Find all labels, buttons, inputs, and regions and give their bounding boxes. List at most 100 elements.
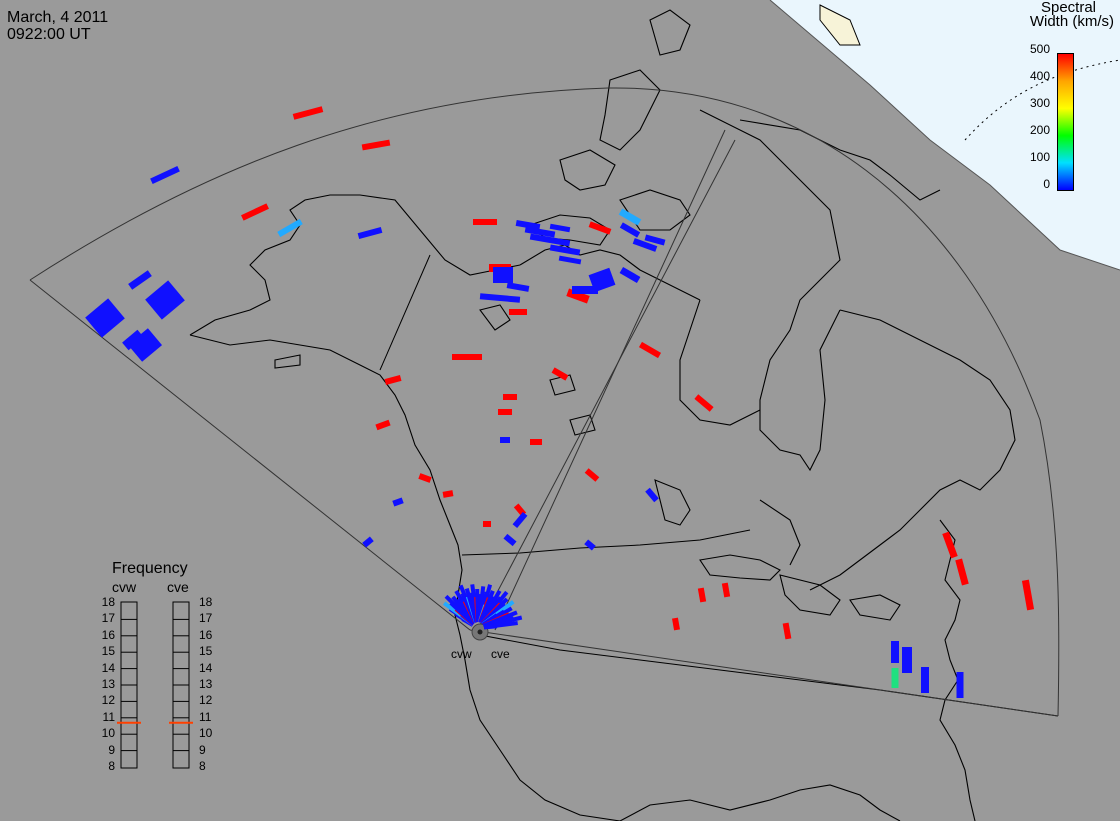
echo-cell [127,328,163,362]
frequency-tick-label: 8 [108,759,115,773]
frequency-tick-label: 10 [199,726,213,741]
echo-cell [392,497,404,507]
echo-cells [85,106,1035,698]
echo-cell [150,165,180,185]
echo-cell [529,233,571,247]
frequency-tick-label: 18 [101,595,115,609]
frequency-tick-label: 15 [199,644,213,659]
echo-cell [452,354,482,360]
echo-cell [479,293,521,303]
echo-cell [493,267,513,283]
terminator-line [769,0,1120,271]
frequency-tick-label: 16 [101,627,115,642]
cvw-frequency-label: cvw [112,579,137,595]
echo-cell [584,468,600,482]
echo-cell [362,536,374,548]
frequency-tick-label: 8 [199,759,206,773]
colorbar-scale [1057,53,1074,191]
frequency-tick-label: 10 [101,726,115,741]
echo-cell [618,208,642,226]
date-label: March, 4 2011 [7,9,109,26]
frequency-tick-label: 17 [199,611,213,626]
echo-cell [145,280,185,320]
echo-cell [512,511,528,529]
echo-cell [503,533,517,547]
echo-cell [1021,579,1035,611]
echo-cell [506,282,530,292]
echo-cell [549,223,571,233]
echo-cell [442,490,454,498]
echo-cell [128,270,152,290]
cve-frequency-label: cve [167,579,189,595]
echo-cell [956,672,964,698]
echo-cell [921,667,929,693]
frequency-tick-label: 12 [101,693,115,708]
echo-cell [498,409,512,415]
echo-cell [384,375,402,385]
colorbar-tick-label: 400 [1029,69,1050,83]
frequency-tick-label: 9 [199,742,206,757]
echo-cell [483,521,491,527]
frequency-tick-label: 9 [108,742,115,757]
echo-cell [638,341,662,359]
colorbar-tick-label: 500 [1029,42,1050,56]
borders [379,254,1059,717]
site-label-cvw: cvw [451,647,472,661]
echo-cell [572,286,598,294]
echo-cell [694,394,714,412]
echo-cell [500,437,510,443]
echo-cell [473,219,497,225]
frequency-tick-label: 14 [199,660,213,675]
echo-cell [361,139,391,151]
frequency-title: Frequency [112,560,188,577]
echo-cell [782,622,792,640]
echo-cell [503,394,517,400]
echo-cell [619,266,641,284]
echo-cell [645,487,659,503]
echo-cell [524,226,556,238]
frequency-tick-label: 11 [199,709,212,724]
colorbar-tick-label: 0 [1043,177,1050,191]
fov-outline [29,87,1060,717]
colorbar-tick-label: 300 [1029,96,1050,110]
echo-cell [549,244,581,256]
echo-cell [122,329,144,351]
echo-cell [672,617,680,631]
echo-cell [721,582,731,598]
echo-cell [891,641,899,663]
echo-cell [588,221,612,235]
echo-cell [292,106,324,120]
echo-cell [375,419,391,431]
echo-cell [619,222,641,238]
daylight-region [770,0,1120,270]
echo-cell [241,203,269,221]
time-label: 0922:00 UT [7,26,91,43]
near-range-echo [483,624,498,630]
frequency-tick-label: 13 [199,677,213,691]
coastlines [189,9,1016,821]
colorbar-tick-label: 200 [1029,123,1050,137]
colorbar-tick-label: 100 [1029,150,1050,164]
echo-cell [418,473,432,483]
frequency-tick-label: 12 [199,693,213,708]
echo-cell [697,587,707,603]
echo-cell [85,298,125,338]
radar-sites [471,623,489,641]
echo-cell [530,439,542,445]
echo-cell [357,226,383,240]
frequency-tick-label: 14 [101,660,115,675]
frequency-tick-label: 18 [199,595,213,609]
echo-cell [277,218,303,238]
echo-cell [584,539,596,551]
greenland-tip [819,4,861,46]
echo-cell [632,238,658,252]
echo-cell [902,647,912,673]
echo-cell [515,219,541,231]
echo-cell [644,234,666,246]
echo-cell [551,367,569,381]
colorbar-units: Width (km/s) [1029,13,1114,30]
frequency-tick-label: 17 [101,611,115,626]
frequency-tick-label: 16 [199,627,213,642]
